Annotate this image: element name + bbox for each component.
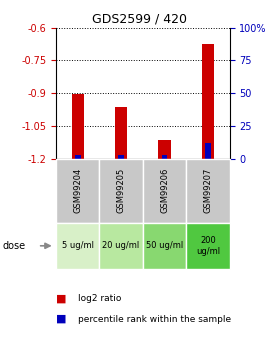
Bar: [115, 107, 127, 159]
Text: dose: dose: [3, 241, 26, 251]
Text: 20 ug/ml: 20 ug/ml: [102, 241, 140, 250]
Bar: [205, 143, 211, 159]
Text: 50 ug/ml: 50 ug/ml: [146, 241, 183, 250]
Text: GSM99205: GSM99205: [116, 168, 126, 213]
Text: log2 ratio: log2 ratio: [78, 294, 122, 303]
Text: 200
ug/ml: 200 ug/ml: [196, 236, 220, 256]
Text: ■: ■: [56, 294, 67, 303]
Bar: [118, 155, 124, 159]
Text: percentile rank within the sample: percentile rank within the sample: [78, 315, 232, 324]
Text: GDS2599 / 420: GDS2599 / 420: [92, 12, 188, 25]
Text: ■: ■: [56, 314, 67, 324]
Text: 5 ug/ml: 5 ug/ml: [62, 241, 94, 250]
Bar: [202, 44, 214, 159]
Text: GSM99204: GSM99204: [73, 168, 82, 213]
Bar: [158, 140, 171, 159]
Bar: [75, 155, 81, 159]
Bar: [72, 94, 84, 159]
Text: GSM99207: GSM99207: [203, 168, 213, 213]
Bar: [162, 155, 167, 159]
Text: GSM99206: GSM99206: [160, 168, 169, 213]
